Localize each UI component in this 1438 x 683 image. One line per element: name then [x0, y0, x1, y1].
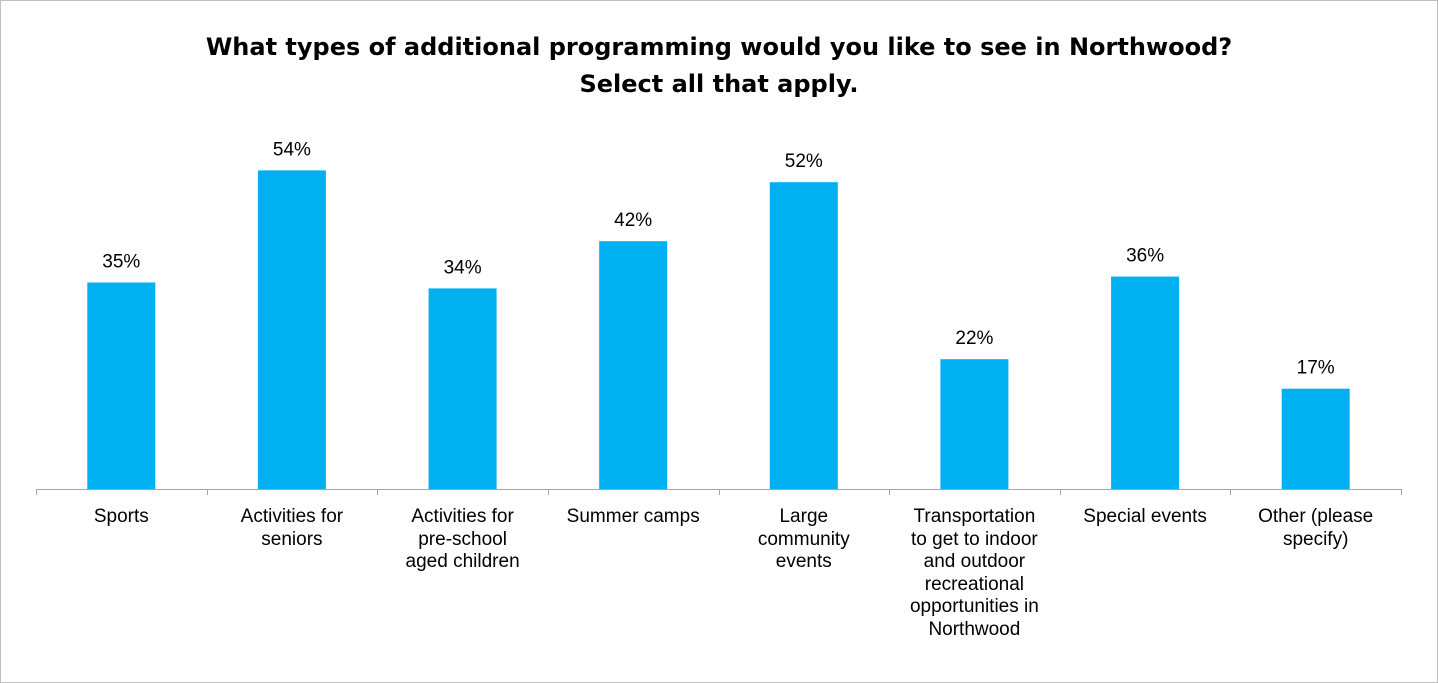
bar — [1111, 276, 1180, 489]
x-axis — [36, 489, 1402, 495]
data-label: 34% — [444, 257, 482, 278]
bar — [87, 282, 156, 489]
data-label: 42% — [614, 210, 652, 231]
chart-subtitle: Select all that apply. — [579, 70, 859, 98]
value-labels-layer: 35% 54% 34% 42% 52% 22% 36% 17% — [102, 139, 1335, 378]
x-tick-label: Sports — [93, 506, 149, 527]
data-label: 52% — [785, 151, 823, 172]
data-label: 35% — [102, 252, 140, 273]
x-tick-label: Other (please specify) — [1258, 506, 1374, 550]
data-label: 36% — [1126, 246, 1164, 267]
chart-title: What types of additional programming wou… — [0, 29, 1438, 103]
bar — [1281, 388, 1350, 489]
bar — [599, 241, 668, 489]
data-label: 17% — [1297, 358, 1335, 379]
x-tick-label: Large community events — [757, 506, 850, 572]
x-tick-label: Activities for pre-school aged children — [405, 506, 520, 572]
x-tick-label: Transportation to get to indoor and outd… — [909, 506, 1039, 640]
data-label: 22% — [955, 328, 993, 349]
x-tick-label: Special events — [1083, 506, 1207, 527]
bar — [428, 288, 497, 489]
bar — [769, 182, 838, 489]
x-tick-label: Summer camps — [566, 506, 700, 527]
bar — [940, 359, 1009, 489]
bars-layer — [87, 170, 1350, 489]
chart-title-line: What types of additional programming wou… — [205, 33, 1233, 61]
bar — [257, 170, 326, 489]
data-label: 54% — [273, 139, 311, 160]
x-tick-label: Activities for seniors — [240, 506, 344, 550]
